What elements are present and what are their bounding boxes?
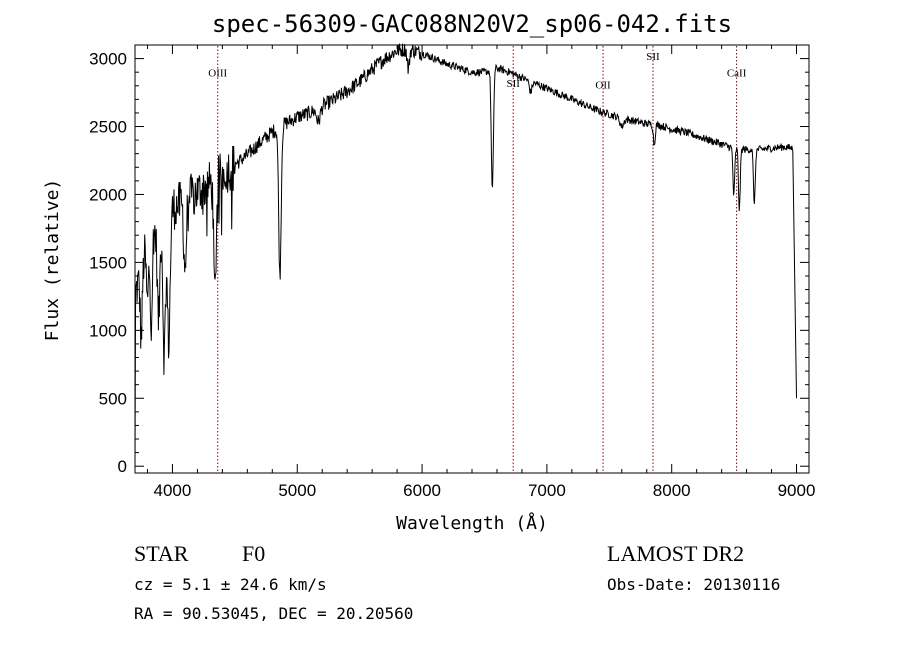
x-tick-label: 4000 (154, 481, 192, 500)
y-tick-label: 500 (99, 389, 127, 408)
obs-date: Obs-Date: 20130116 (607, 575, 780, 594)
survey-label: LAMOST DR2 (607, 541, 744, 566)
x-tick-label: 7000 (528, 481, 566, 500)
x-tick-label: 9000 (778, 481, 816, 500)
object-subclass: F0 (242, 541, 265, 566)
marker-label: OIII (208, 67, 227, 79)
chart-title: spec-56309-GAC088N20V2_sp06-042.fits (212, 10, 732, 38)
marker-label: SII (646, 51, 660, 63)
redshift-info: cz = 5.1 ± 24.6 km/s (134, 575, 327, 594)
marker-label: CaII (727, 67, 747, 79)
emission-line-markers: OIII SII OII SII CaII (208, 46, 747, 472)
marker-label: SII (506, 78, 520, 90)
axis-ticks: 4000 5000 6000 7000 8000 9000 0 500 1000 1500 2000… (89, 45, 815, 500)
y-tick-label: 2000 (89, 185, 127, 204)
y-tick-label: 2500 (89, 118, 127, 137)
coordinates: RA = 90.53045, DEC = 20.20560 (134, 604, 413, 623)
plot-frame (134, 44, 810, 474)
y-tick-label: 1500 (89, 253, 127, 272)
object-class: STAR (134, 541, 189, 566)
marker-label: OII (595, 79, 611, 91)
y-tick-label: 3000 (89, 50, 127, 69)
x-tick-label: 5000 (278, 481, 316, 500)
y-tick-label: 1000 (89, 321, 127, 340)
x-axis-label: Wavelength (Å) (396, 512, 548, 534)
y-tick-label: 0 (118, 457, 127, 476)
y-axis-label: Flux (relative) (42, 179, 63, 342)
x-tick-label: 6000 (403, 481, 441, 500)
x-tick-label: 8000 (653, 481, 691, 500)
spectrum-line (134, 43, 797, 467)
